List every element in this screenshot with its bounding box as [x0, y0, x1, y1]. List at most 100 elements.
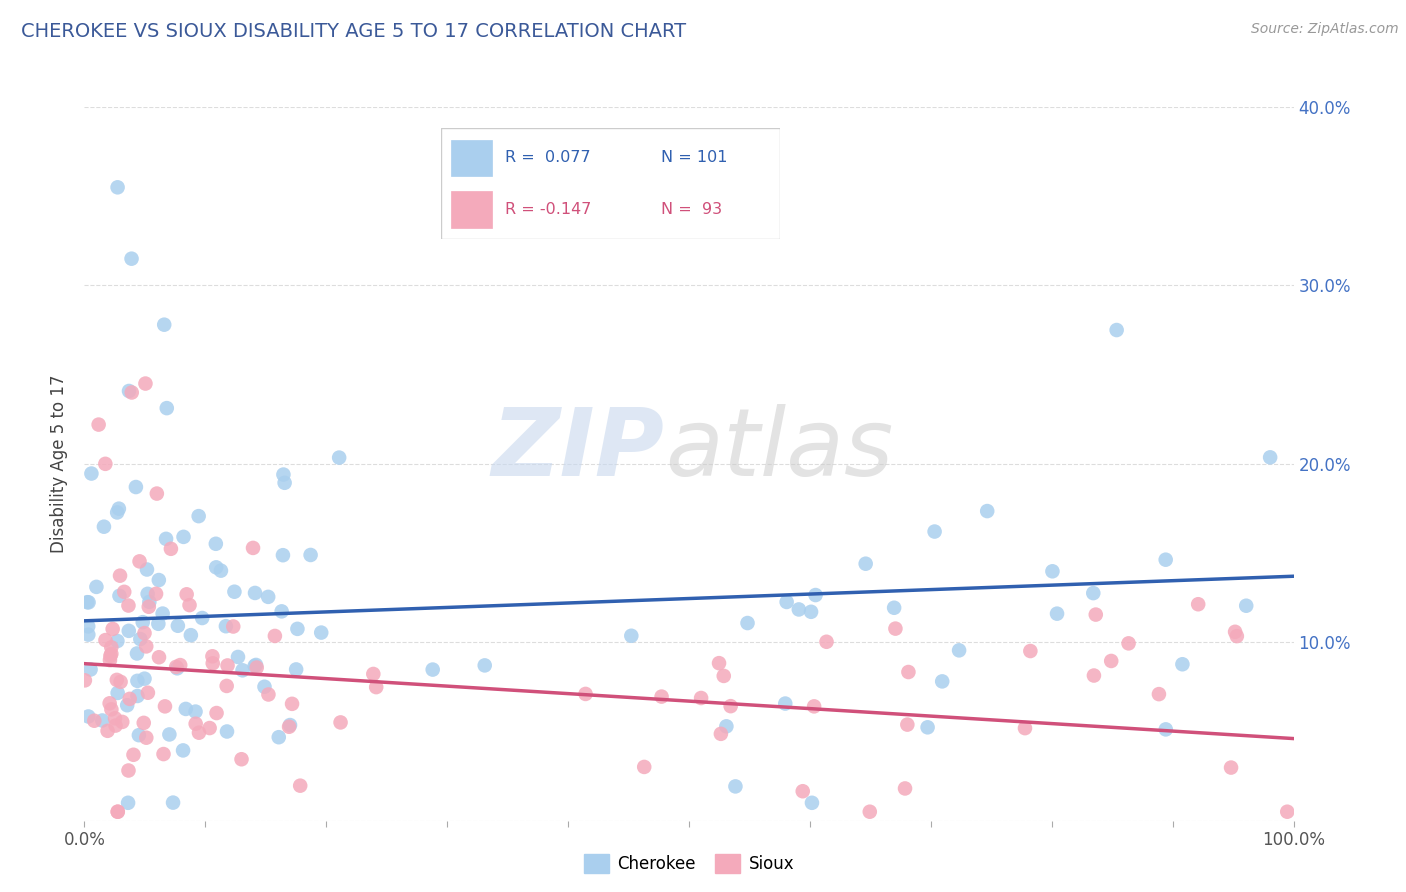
Point: [924, 524, 946, 539]
Point: [1226, 629, 1249, 643]
Point: [287, 622, 309, 636]
Point: [205, 706, 228, 720]
Point: [815, 634, 838, 648]
Point: [1014, 721, 1036, 735]
Point: [474, 658, 496, 673]
Point: [73, 673, 96, 688]
Point: [1083, 668, 1105, 682]
Point: [1147, 687, 1170, 701]
Point: [162, 796, 184, 810]
Point: [110, 674, 132, 689]
Point: [118, 624, 141, 638]
Point: [737, 615, 759, 630]
Legend: Cherokee, Sioux: Cherokee, Sioux: [576, 847, 801, 880]
Point: [366, 680, 388, 694]
Point: [201, 657, 224, 671]
Point: [1099, 654, 1122, 668]
Point: [257, 688, 280, 702]
Point: [800, 605, 823, 619]
Point: [1118, 636, 1140, 650]
Point: [859, 805, 882, 819]
Point: [720, 699, 742, 714]
Point: [172, 743, 194, 757]
Point: [134, 626, 156, 640]
Point: [86, 580, 108, 594]
Point: [1019, 644, 1042, 658]
Text: CHEROKEE VS SIOUX DISABILITY AGE 5 TO 17 CORRELATION CHART: CHEROKEE VS SIOUX DISABILITY AGE 5 TO 17…: [21, 22, 686, 41]
Point: [271, 548, 294, 562]
Point: [107, 180, 129, 194]
Point: [136, 686, 159, 700]
Point: [1234, 599, 1257, 613]
Point: [111, 714, 134, 729]
Point: [105, 673, 128, 687]
Point: [198, 721, 221, 735]
Point: [707, 656, 730, 670]
Point: [215, 679, 238, 693]
Point: [167, 619, 190, 633]
Point: [148, 650, 170, 665]
Point: [127, 689, 149, 703]
Point: [209, 564, 232, 578]
Point: [243, 659, 266, 673]
Text: ZIP: ZIP: [492, 403, 665, 496]
Point: [270, 604, 292, 618]
Point: [83, 714, 105, 728]
Point: [894, 781, 917, 796]
Point: [115, 698, 138, 713]
Point: [153, 699, 176, 714]
Point: [153, 318, 176, 332]
Point: [80, 467, 103, 481]
Point: [173, 530, 195, 544]
Point: [184, 716, 207, 731]
Point: [242, 541, 264, 555]
Point: [98, 696, 121, 710]
Point: [290, 779, 312, 793]
Point: [775, 595, 797, 609]
Point: [713, 669, 735, 683]
Point: [128, 554, 150, 568]
Point: [690, 691, 713, 706]
Point: [101, 622, 124, 636]
Point: [574, 687, 596, 701]
Point: [100, 640, 122, 655]
Point: [134, 672, 156, 686]
Point: [169, 658, 191, 673]
Point: [1171, 657, 1194, 672]
Point: [138, 595, 160, 609]
Point: [180, 628, 202, 642]
Point: [128, 728, 150, 742]
Point: [299, 548, 322, 562]
Point: [184, 705, 207, 719]
Point: [278, 720, 301, 734]
Point: [1105, 323, 1128, 337]
Point: [855, 557, 877, 571]
Point: [127, 673, 149, 688]
Point: [152, 747, 174, 761]
Point: [1154, 723, 1177, 737]
Point: [1277, 805, 1299, 819]
Point: [775, 697, 797, 711]
Point: [1223, 624, 1246, 639]
Point: [136, 587, 159, 601]
Point: [800, 796, 823, 810]
Point: [191, 611, 214, 625]
Point: [716, 719, 738, 733]
Point: [134, 376, 156, 391]
Point: [100, 702, 122, 716]
Point: [152, 607, 174, 621]
Point: [215, 619, 238, 633]
Point: [117, 764, 139, 778]
Point: [724, 780, 747, 794]
Point: [77, 595, 100, 609]
Point: [620, 629, 643, 643]
Point: [205, 537, 228, 551]
Point: [205, 560, 228, 574]
Point: [97, 723, 120, 738]
Point: [107, 805, 129, 819]
Point: [1083, 586, 1105, 600]
Point: [264, 629, 287, 643]
Point: [328, 450, 350, 465]
Point: [884, 622, 907, 636]
Point: [91, 714, 114, 728]
